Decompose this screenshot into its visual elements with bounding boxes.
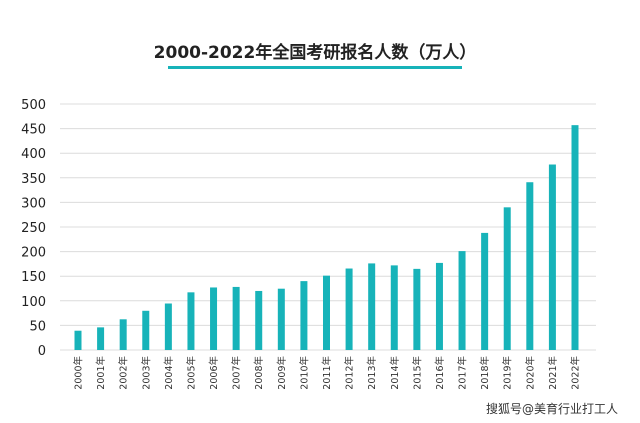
x-tick-label: 2001年 xyxy=(95,356,107,390)
x-tick-label: 2020年 xyxy=(524,356,536,390)
y-tick-label: 0 xyxy=(38,344,46,359)
x-tick-label: 2005年 xyxy=(185,356,197,390)
y-tick-label: 400 xyxy=(21,147,46,162)
bar xyxy=(255,290,263,350)
x-tick-label: 2019年 xyxy=(502,356,514,390)
x-tick-label: 2021年 xyxy=(547,356,559,390)
y-tick-label: 100 xyxy=(21,295,46,310)
bar xyxy=(210,287,218,350)
y-tick-label: 150 xyxy=(21,270,46,285)
bar xyxy=(187,292,195,350)
bar xyxy=(277,288,285,350)
bar xyxy=(164,303,172,350)
x-tick-label: 2006年 xyxy=(208,356,220,390)
x-tick-label: 2013年 xyxy=(366,356,378,390)
bar xyxy=(413,268,421,350)
x-tick-label: 2004年 xyxy=(163,356,175,390)
x-tick-label: 2009年 xyxy=(276,356,288,390)
y-tick-label: 500 xyxy=(21,98,46,113)
x-tick-label: 2016年 xyxy=(434,356,446,390)
bar xyxy=(503,207,511,350)
bar xyxy=(435,262,443,350)
x-tick-label: 2018年 xyxy=(479,356,491,390)
chart-title: 2000-2022年全国考研报名人数（万人） xyxy=(153,43,477,63)
x-tick-label: 2002年 xyxy=(118,356,130,390)
watermark: 搜狐号@美育行业打工人 xyxy=(486,402,619,416)
x-tick-label: 2011年 xyxy=(321,356,333,390)
bar xyxy=(390,265,398,350)
y-tick-label: 50 xyxy=(29,319,46,334)
y-tick-label: 300 xyxy=(21,196,46,211)
bar xyxy=(97,327,105,350)
bar xyxy=(323,275,330,350)
y-tick-label: 200 xyxy=(21,246,46,261)
bar xyxy=(481,232,489,350)
bar xyxy=(548,164,556,350)
bar xyxy=(142,310,150,350)
bar xyxy=(526,182,534,350)
bar xyxy=(119,319,127,350)
title-underline xyxy=(168,66,462,69)
x-tick-label: 2008年 xyxy=(253,356,265,390)
x-tick-label: 2022年 xyxy=(570,356,582,390)
x-tick-label: 2000年 xyxy=(73,356,85,390)
y-tick-label: 350 xyxy=(21,172,46,187)
y-tick-label: 450 xyxy=(21,123,46,138)
x-tick-label: 2012年 xyxy=(344,356,356,390)
bar xyxy=(571,125,579,350)
x-tick-label: 2014年 xyxy=(389,356,401,390)
bar xyxy=(232,286,240,350)
bar xyxy=(368,263,376,350)
bar xyxy=(300,281,308,350)
x-tick-label: 2010年 xyxy=(298,356,310,390)
bar xyxy=(345,268,353,350)
x-tick-label: 2017年 xyxy=(457,356,469,390)
y-tick-label: 250 xyxy=(21,221,46,236)
x-tick-label: 2007年 xyxy=(231,356,243,390)
bar xyxy=(458,251,466,350)
bar xyxy=(74,330,82,350)
x-tick-label: 2003年 xyxy=(140,356,152,390)
x-tick-label: 2015年 xyxy=(411,356,423,390)
